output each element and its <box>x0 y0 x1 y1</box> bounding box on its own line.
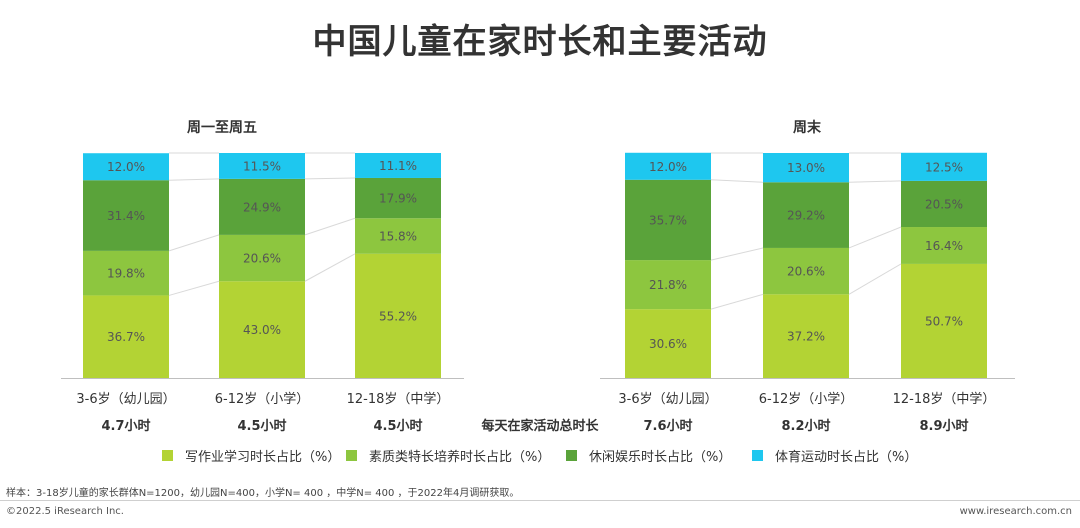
bar-segment-quality <box>83 250 169 296</box>
bar-segment-quality <box>219 234 305 282</box>
chart-title: 周末 <box>793 119 822 136</box>
legend-label-leisure: 休闲娱乐时长占比（%） <box>589 450 732 465</box>
data-label: 17.9% <box>379 192 417 206</box>
data-label: 15.8% <box>379 230 417 244</box>
total-hours-label: 4.5小时 <box>373 418 422 434</box>
data-label: 37.2% <box>787 330 825 344</box>
legend-label-quality: 素质类特长培养时长占比（%） <box>369 450 551 465</box>
bar-segment-leisure <box>763 182 849 248</box>
bar-segment-homework <box>83 295 169 378</box>
data-label: 35.7% <box>649 213 687 227</box>
legend-swatch-leisure <box>566 450 577 461</box>
stacked-bar-charts: 周一至周五 36.7% 19.8% 31.4% 12.0% 3-6岁（幼儿园） 4.7小时 4… <box>61 119 1015 434</box>
data-label: 16.4% <box>925 239 963 253</box>
connector-line <box>168 280 220 296</box>
bar-segment-homework <box>355 253 441 378</box>
bar-segment-leisure <box>219 178 305 235</box>
data-label: 11.5% <box>243 159 281 173</box>
bar-segment-quality <box>355 218 441 254</box>
connector-line <box>304 217 356 236</box>
total-hours-label: 4.5小时 <box>237 418 286 434</box>
bar-segment-homework <box>219 281 305 378</box>
bar-segment-quality <box>901 227 987 264</box>
data-label: 12.0% <box>649 160 687 174</box>
data-label: 11.1% <box>379 159 417 173</box>
data-label: 21.8% <box>649 278 687 292</box>
category-label: 3-6岁（幼儿园） <box>618 392 717 407</box>
data-label: 20.6% <box>243 252 281 266</box>
connector-line <box>168 234 220 252</box>
bar-segment-homework <box>901 263 987 378</box>
bar-segment-leisure <box>625 179 711 261</box>
legend: 写作业学习时长占比（%） 素质类特长培养时长占比（%） 休闲娱乐时长占比（%） … <box>0 446 1080 466</box>
legend-item-leisure: 休闲娱乐时长占比（%） <box>566 446 731 465</box>
category-label: 6-12岁（小学） <box>215 391 310 407</box>
bar-segment-leisure <box>355 177 441 219</box>
bar-segment-quality <box>763 247 849 295</box>
category-label: 6-12岁（小学） <box>759 391 854 407</box>
total-time-row-label: 每天在家活动总时长 <box>481 418 599 434</box>
data-label: 31.4% <box>107 209 145 223</box>
bar-segment-quality <box>625 260 711 310</box>
data-label: 30.6% <box>649 337 687 351</box>
legend-label-homework: 写作业学习时长占比（%） <box>185 450 341 465</box>
legend-item-sports: 体育运动时长占比（%） <box>752 446 917 465</box>
data-label: 50.7% <box>925 314 963 328</box>
bar-segment-sports <box>901 152 987 181</box>
data-label: 43.0% <box>243 323 281 337</box>
chart-title: 周一至周五 <box>187 120 257 136</box>
legend-swatch-quality <box>346 450 357 461</box>
data-label: 20.5% <box>925 197 963 211</box>
total-hours-label: 8.2小时 <box>781 418 830 434</box>
copyright: ©2022.5 iResearch Inc. <box>6 506 124 517</box>
total-hours-label: 8.9小时 <box>919 418 968 434</box>
connector-line <box>710 293 764 310</box>
data-label: 12.0% <box>107 160 145 174</box>
legend-swatch-homework <box>162 450 173 461</box>
connector-line <box>304 177 356 180</box>
category-label: 12-18岁（中学） <box>347 391 450 407</box>
bar-segment-sports <box>625 152 711 180</box>
data-label: 55.2% <box>379 309 417 323</box>
connector-line <box>304 253 356 282</box>
bar-segment-sports <box>219 153 305 179</box>
connector-line <box>710 247 764 261</box>
data-label: 24.9% <box>243 200 281 214</box>
category-label: 12-18岁（中学） <box>893 391 996 407</box>
page-title: 中国儿童在家时长和主要活动 <box>312 22 768 62</box>
data-label: 36.7% <box>107 330 145 344</box>
data-label: 20.6% <box>787 265 825 279</box>
total-hours-label: 4.7小时 <box>101 418 150 434</box>
bar-segment-sports <box>355 153 441 178</box>
bar-segment-sports <box>83 153 169 181</box>
legend-item-quality: 素质类特长培养时长占比（%） <box>346 446 550 465</box>
bar-segment-homework <box>763 294 849 378</box>
connector-line <box>848 263 902 295</box>
sample-note: 样本：3-18岁儿童的家长群体N=1200，幼儿园N=400，小学N= 400 … <box>6 488 520 499</box>
legend-swatch-sports <box>752 450 763 461</box>
legend-label-sports: 体育运动时长占比（%） <box>775 450 918 465</box>
bar-segment-leisure <box>83 180 169 251</box>
bar-segment-sports <box>763 153 849 183</box>
category-label: 3-6岁（幼儿园） <box>76 392 175 407</box>
connector-line <box>848 226 902 249</box>
bar-segment-homework <box>625 309 711 378</box>
connector-line <box>168 178 220 181</box>
data-label: 19.8% <box>107 267 145 281</box>
footer-divider <box>0 500 1080 501</box>
legend-item-homework: 写作业学习时长占比（%） <box>162 446 340 465</box>
connector-line <box>848 180 902 183</box>
bar-segment-leisure <box>901 180 987 228</box>
site-url: www.iresearch.com.cn <box>959 506 1072 517</box>
total-hours-label: 7.6小时 <box>643 418 692 434</box>
connector-line <box>710 179 764 183</box>
data-label: 12.5% <box>925 160 963 174</box>
data-label: 13.0% <box>787 161 825 175</box>
data-label: 29.2% <box>787 209 825 223</box>
